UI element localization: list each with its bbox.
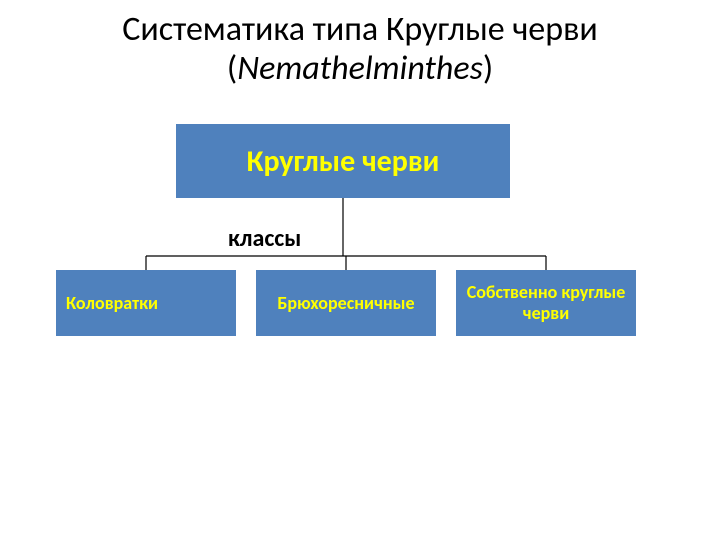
tree-child-node: Коловратки — [56, 270, 236, 336]
tree-child-node: Брюхоресничные — [256, 270, 436, 336]
title-paren-open: ( — [227, 48, 237, 89]
title-paren-close: ) — [483, 48, 493, 89]
tree-child-label: Коловратки — [66, 293, 158, 314]
slide-title: Систематика типа Круглые черви (Nemathel… — [0, 10, 720, 88]
tree-edge-label: классы — [228, 224, 301, 253]
edge-label-text: классы — [228, 224, 301, 253]
tree-root-label: Круглые черви — [247, 143, 440, 180]
title-latin: Nemathelminthes — [237, 48, 483, 89]
tree-child-node: Собственно круглые черви — [456, 270, 636, 336]
title-line-2: (Nemathelminthes) — [0, 49, 720, 88]
tree-root-node: Круглые черви — [176, 124, 510, 198]
title-line-1: Систематика типа Круглые черви — [0, 10, 720, 49]
tree-child-label: Брюхоресничные — [277, 293, 414, 314]
tree-child-label: Собственно круглые черви — [456, 282, 636, 323]
